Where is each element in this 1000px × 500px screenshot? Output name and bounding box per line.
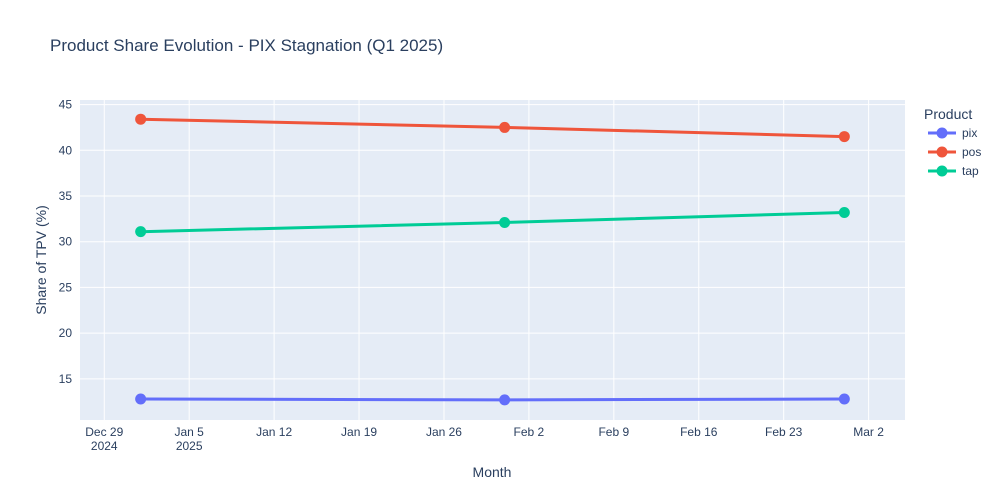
- data-point-tap[interactable]: [135, 226, 147, 238]
- x-tick-year-label: 2024: [91, 439, 118, 453]
- plot-background: [80, 100, 905, 420]
- data-point-pix[interactable]: [499, 394, 511, 406]
- series-tap: [135, 206, 850, 238]
- x-tick-label: Jan 26: [426, 425, 462, 439]
- legend-marker-pix: [936, 127, 948, 139]
- chart-title: Product Share Evolution - PIX Stagnation…: [50, 36, 443, 55]
- x-tick-label: Jan 5: [175, 425, 205, 439]
- data-point-tap[interactable]: [499, 217, 511, 229]
- legend-label-tap: tap: [962, 164, 979, 178]
- series-line-pix: [140, 397, 845, 402]
- data-point-tap[interactable]: [838, 206, 850, 218]
- legend-item-pix[interactable]: pix: [928, 126, 977, 140]
- y-tick-label: 15: [59, 372, 73, 386]
- y-axis-ticks: 15 20 25 30 35 40 45: [59, 98, 73, 386]
- x-tick-label: Feb 9: [598, 425, 629, 439]
- legend-marker-tap: [936, 165, 948, 177]
- series-pix: [135, 393, 850, 406]
- legend: pix pos tap: [928, 126, 981, 178]
- legend-marker-pos: [936, 146, 948, 158]
- legend-title: Product: [924, 106, 972, 122]
- legend-item-tap[interactable]: tap: [928, 164, 979, 178]
- y-tick-label: 25: [59, 280, 73, 294]
- data-point-pos[interactable]: [838, 131, 850, 143]
- data-point-pix[interactable]: [838, 393, 850, 405]
- series-pos: [135, 113, 850, 143]
- y-tick-label: 20: [59, 326, 73, 340]
- legend-item-pos[interactable]: pos: [928, 145, 981, 159]
- x-tick-label: Feb 16: [680, 425, 718, 439]
- legend-label-pos: pos: [962, 145, 981, 159]
- x-axis-title: Month: [473, 464, 512, 480]
- y-tick-label: 30: [59, 235, 73, 249]
- x-tick-label: Feb 23: [765, 425, 803, 439]
- y-tick-label: 45: [59, 98, 73, 112]
- data-point-pix[interactable]: [135, 393, 147, 405]
- series-layer: [135, 113, 850, 406]
- data-point-pos[interactable]: [499, 121, 511, 133]
- y-axis-title: Share of TPV (%): [33, 205, 49, 314]
- y-tick-label: 35: [59, 189, 73, 203]
- x-tick-year-label: 2025: [176, 439, 203, 453]
- x-tick-label: Dec 29: [85, 425, 123, 439]
- data-point-pos[interactable]: [135, 113, 147, 125]
- y-tick-label: 40: [59, 143, 73, 157]
- x-tick-label: Jan 12: [256, 425, 292, 439]
- x-tick-label: Feb 2: [514, 425, 545, 439]
- grid: [80, 100, 905, 420]
- x-tick-label: Mar 2: [853, 425, 884, 439]
- legend-label-pix: pix: [962, 126, 977, 140]
- x-tick-label: Jan 19: [341, 425, 377, 439]
